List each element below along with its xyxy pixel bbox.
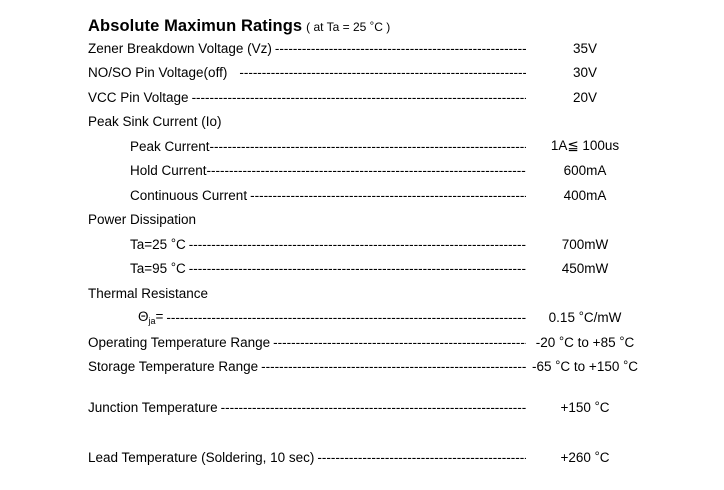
spec-value: 700mW xyxy=(561,236,609,252)
degree-symbol: ° xyxy=(170,235,177,251)
dash-leader: ----------------------------------------… xyxy=(239,65,526,81)
spec-label: Θja= xyxy=(138,309,164,327)
dash-leader: ----------------------------------------… xyxy=(206,163,526,179)
spec-row: Ta=95 °C --------------------------------… xyxy=(88,257,644,282)
dash-leader: ----------------------------------------… xyxy=(191,89,526,105)
spec-label: Thermal Resistance xyxy=(88,285,209,301)
spec-row: Storage Temperature Range ---------------… xyxy=(88,355,644,380)
dash-leader: ----------------------------------------… xyxy=(250,187,526,203)
degree-symbol: ° xyxy=(594,398,600,414)
page-subtitle: ( at Ta = 25 °C ) xyxy=(306,20,390,34)
spec-row: Operating Temperature Range -------------… xyxy=(88,330,644,355)
spec-row: Hold Current ----------------------------… xyxy=(88,159,644,184)
spec-value: 600mA xyxy=(563,163,607,179)
ratings-header: Absolute Maximun Ratings( at Ta = 25 °C … xyxy=(88,16,644,36)
degree-symbol: ° xyxy=(619,333,625,349)
spec-value: +260 °C xyxy=(560,448,610,466)
spec-row: NO/SO Pin Voltage(off) ------------------… xyxy=(88,61,644,86)
spec-label: Hold Current xyxy=(130,163,207,179)
spec-label: Junction Temperature xyxy=(88,399,218,415)
spec-label: Zener Breakdown Voltage (Vz) xyxy=(88,40,272,56)
dash-leader: ----------------------------------------… xyxy=(220,399,526,415)
dash-leader: ----------------------------------------… xyxy=(188,261,526,277)
dash-leader: ----------------------------------------… xyxy=(317,450,526,466)
page-title: Absolute Maximun Ratings xyxy=(88,17,303,35)
spec-label: NO/SO Pin Voltage(off) xyxy=(88,65,228,81)
spec-rows: Zener Breakdown Voltage (Vz) ------------… xyxy=(88,36,644,470)
spec-label: Peak Sink Current (Io) xyxy=(88,114,222,130)
spec-value: 0.15 °C/mW xyxy=(548,308,622,326)
spec-row: Θja= ------------------------------------… xyxy=(88,306,644,331)
degree-symbol: ° xyxy=(559,333,565,349)
spec-row: Continuous Current ----------------------… xyxy=(88,183,644,208)
spec-row: Lead Temperature (Soldering, 10 sec) ----… xyxy=(88,446,644,471)
spec-row: Thermal Resistance xyxy=(88,281,644,306)
dash-leader: ----------------------------------------… xyxy=(261,359,526,375)
spec-row: Peak Sink Current (Io) xyxy=(88,110,644,135)
spec-label: Peak Current xyxy=(130,138,210,154)
spec-value: 30V xyxy=(572,65,598,81)
spec-row: Junction Temperature --------------------… xyxy=(88,395,644,420)
spec-row: Ta=25 °C --------------------------------… xyxy=(88,232,644,257)
dash-leader: ----------------------------------------… xyxy=(274,40,526,56)
spec-value: 450mW xyxy=(561,261,609,277)
spec-label: VCC Pin Voltage xyxy=(88,89,189,105)
spec-label: Storage Temperature Range xyxy=(88,359,259,375)
degree-symbol: ° xyxy=(578,308,584,324)
spec-label: Ta=25 °C xyxy=(130,235,186,252)
spec-label: Operating Temperature Range xyxy=(88,334,271,350)
spec-label: Power Dissipation xyxy=(88,212,197,228)
degree-symbol: ° xyxy=(555,357,561,373)
spec-label: Continuous Current xyxy=(130,187,248,203)
dash-leader: ----------------------------------------… xyxy=(166,310,526,326)
spec-row: Power Dissipation xyxy=(88,208,644,233)
spec-label: Ta=95 °C xyxy=(130,259,186,277)
spec-value: 20V xyxy=(572,89,598,105)
spec-row: VCC Pin Voltage -------------------------… xyxy=(88,85,644,110)
dash-leader: ----------------------------------------… xyxy=(188,236,526,252)
degree-symbol: ° xyxy=(594,448,600,464)
dash-leader: ----------------------------------------… xyxy=(209,138,526,154)
degree-symbol: ° xyxy=(369,20,375,33)
spec-value: -65 °C to +150 °C xyxy=(532,357,638,375)
spec-value: -20 °C to +85 °C xyxy=(535,333,635,350)
spec-row: Peak Current ----------------------------… xyxy=(88,134,644,159)
spec-value: 400mA xyxy=(563,187,607,203)
degree-symbol: ° xyxy=(170,259,177,275)
spec-value: 35V xyxy=(572,40,598,56)
spec-label: Lead Temperature (Soldering, 10 sec) xyxy=(88,450,315,466)
dash-leader: ----------------------------------------… xyxy=(273,334,526,350)
spec-row: Zener Breakdown Voltage (Vz) ------------… xyxy=(88,36,644,61)
degree-symbol: ° xyxy=(623,357,629,373)
spec-value: 1A≦ 100us xyxy=(550,138,620,154)
spec-value: +150 °C xyxy=(560,398,610,415)
